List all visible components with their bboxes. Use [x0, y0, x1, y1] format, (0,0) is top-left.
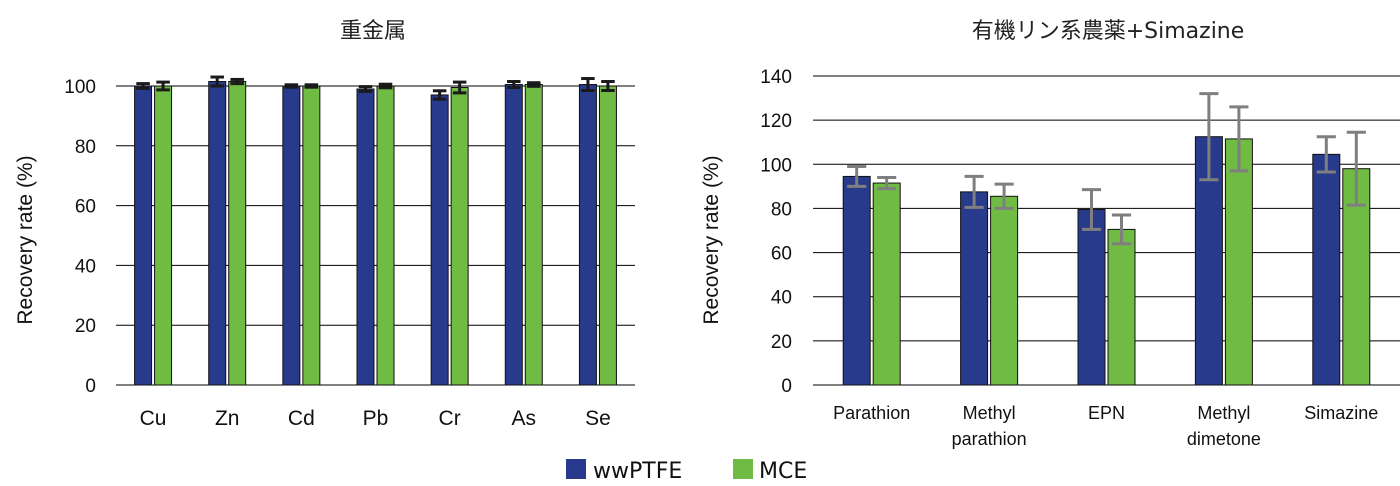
legend-swatch-wwptfe — [566, 459, 586, 479]
bars — [134, 81, 617, 386]
x-tick-label: Cr — [439, 407, 461, 430]
bar-mce — [1107, 228, 1136, 386]
y-tick-label: 140 — [760, 67, 792, 88]
bar-mce — [228, 81, 247, 386]
x-tick-label: Zn — [215, 407, 240, 430]
bar-mce — [376, 85, 395, 386]
x-tick-label: Methyl — [1197, 403, 1250, 423]
y-tick-label: 80 — [771, 199, 792, 220]
y-tick-labels: 0 20 40 60 80 100 120 140 — [760, 67, 792, 397]
bar-mce — [154, 85, 173, 386]
bar-wwptfe — [842, 175, 871, 386]
x-tick-label: Parathion — [833, 403, 910, 423]
y-axis-label: Recovery rate (%) — [14, 155, 37, 324]
y-tick-label: 100 — [64, 77, 96, 98]
bar-mce — [990, 195, 1019, 386]
x-tick-label: Simazine — [1304, 403, 1378, 423]
y-tick-label: 100 — [760, 155, 792, 176]
y-tick-label: 0 — [85, 376, 96, 397]
chart-title: 有機リン系農薬+Simazine — [972, 19, 1245, 44]
x-tick-label: EPN — [1088, 403, 1125, 423]
legend: wwPTFE MCE — [566, 459, 807, 484]
gridlines — [116, 85, 635, 386]
y-tick-label: 80 — [75, 137, 96, 158]
bar-wwptfe — [504, 84, 523, 386]
bar-wwptfe — [356, 88, 375, 386]
y-axis-label: Recovery rate (%) — [700, 155, 723, 324]
legend-label-mce: MCE — [759, 459, 807, 484]
y-tick-label: 120 — [760, 111, 792, 132]
y-tick-label: 40 — [771, 288, 792, 309]
bar-mce — [302, 85, 321, 386]
bar-mce — [598, 85, 617, 386]
gridlines — [813, 75, 1400, 386]
bar-wwptfe — [1312, 153, 1341, 386]
legend-swatch-mce — [733, 459, 753, 479]
bar-wwptfe — [1077, 209, 1106, 386]
bar-wwptfe — [134, 85, 153, 386]
y-tick-label: 40 — [75, 256, 96, 277]
bar-wwptfe — [578, 84, 597, 386]
y-tick-label: 60 — [75, 197, 96, 218]
x-tick-label: parathion — [952, 429, 1027, 449]
x-tick-labels: Parathion Methyl parathion EPN Methyl dimeton… — [833, 403, 1378, 449]
bars — [842, 136, 1371, 386]
x-tick-label: Se — [585, 407, 611, 430]
bar-wwptfe — [960, 191, 989, 386]
y-tick-label: 0 — [781, 376, 792, 397]
bar-mce — [872, 182, 901, 386]
bar-wwptfe — [282, 85, 301, 386]
error-bars — [847, 92, 1366, 246]
chart-title: 重金属 — [340, 19, 406, 44]
x-tick-label: Cd — [288, 407, 315, 430]
x-tick-label: Cu — [140, 407, 167, 430]
error-bars — [136, 75, 615, 101]
x-tick-label: Methyl — [963, 403, 1016, 423]
bar-mce — [450, 86, 469, 386]
y-tick-label: 20 — [75, 316, 96, 337]
x-tick-label: Pb — [363, 407, 389, 430]
x-tick-label: As — [512, 407, 537, 430]
y-tick-labels: 0 20 40 60 80 100 — [64, 77, 96, 397]
y-tick-label: 60 — [771, 244, 792, 265]
x-tick-label: dimetone — [1187, 429, 1261, 449]
pesticides-chart: 有機リン系農薬+Simazine Recovery rate (%) 0 20 40… — [700, 19, 1400, 449]
x-tick-labels: Cu Zn Cd Pb Cr As Se — [140, 407, 611, 430]
y-tick-label: 20 — [771, 332, 792, 353]
bar-mce — [524, 84, 543, 386]
bar-wwptfe — [430, 94, 449, 386]
bar-wwptfe — [208, 81, 227, 386]
legend-label-wwptfe: wwPTFE — [593, 459, 682, 484]
bar-mce — [1224, 138, 1253, 386]
